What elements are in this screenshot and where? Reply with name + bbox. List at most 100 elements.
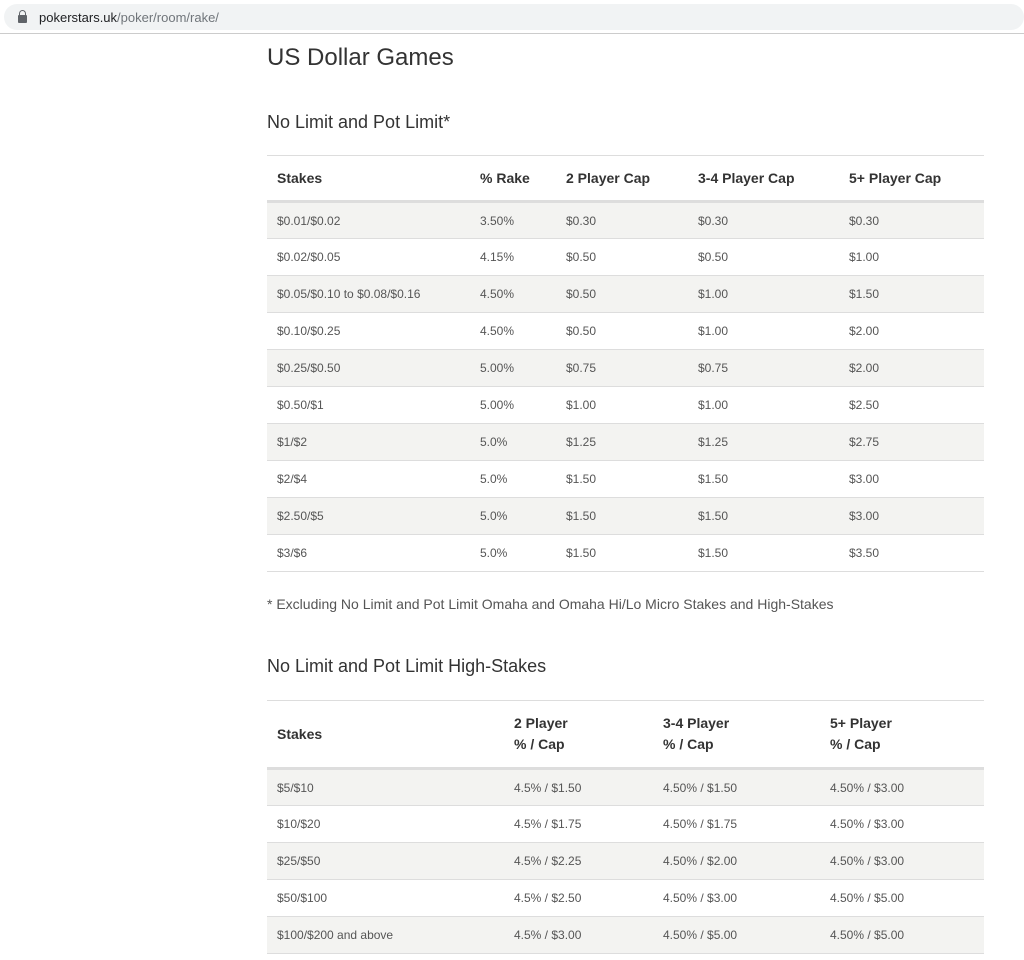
table-row: $0.25/$0.50 5.00% $0.75 $0.75 $2.00 [267,349,984,387]
column-header-line: % / Cap [663,736,714,752]
table-cell: $0.75 [688,349,839,387]
table-cell: $1.50 [839,275,984,313]
table-cell: 4.5% / $1.50 [504,768,653,806]
table-cell: 5.00% [470,349,556,387]
table-cell: $0.50 [556,312,688,350]
table-cell: 4.50% / $3.00 [820,768,984,806]
table-cell: $0.30 [688,201,839,239]
table-row: $25/$50 4.5% / $2.25 4.50% / $2.00 4.50% / … [267,842,984,880]
table-row: $0.05/$0.10 to $0.08/$0.16 4.50% $0.50 $1.0… [267,275,984,313]
column-header: 3-4 Player Cap [688,155,839,203]
table-cell: 4.50% / $3.00 [820,805,984,843]
table-cell: $10/$20 [267,805,504,843]
table-cell: 4.50% / $5.00 [820,879,984,917]
table-cell: 4.5% / $1.75 [504,805,653,843]
column-header: 3-4 Player % / Cap [653,700,820,770]
table-cell: $1.50 [688,534,839,572]
table-row: $100/$200 and above 4.5% / $3.00 4.50% / $… [267,916,984,954]
table-row: $0.50/$1 5.00% $1.00 $1.00 $2.50 [267,386,984,424]
table-cell: 5.0% [470,423,556,461]
table-cell: $2/$4 [267,460,470,498]
table-cell: 4.50% / $5.00 [820,916,984,954]
table-row: $50/$100 4.5% / $2.50 4.50% / $3.00 4.50% /… [267,879,984,917]
table-row: $1/$2 5.0% $1.25 $1.25 $2.75 [267,423,984,461]
table-cell: 4.50% / $1.75 [653,805,820,843]
table-cell: 5.0% [470,497,556,535]
table-cell: $0.30 [556,201,688,239]
table-cell: $0.50 [556,275,688,313]
table-row: $0.01/$0.02 3.50% $0.30 $0.30 $0.30 [267,201,984,239]
table-cell: $50/$100 [267,879,504,917]
table-cell: $0.02/$0.05 [267,238,470,276]
column-header: Stakes [267,700,504,770]
table-cell: $3.00 [839,460,984,498]
table-row: $0.02/$0.05 4.15% $0.50 $0.50 $1.00 [267,238,984,276]
table-row: $2.50/$5 5.0% $1.50 $1.50 $3.00 [267,497,984,535]
table-cell: 4.50% / $5.00 [653,916,820,954]
column-header: % Rake [470,155,556,203]
table-cell: $0.50 [688,238,839,276]
table-cell: $2.50 [839,386,984,424]
table-cell: 5.0% [470,534,556,572]
table-row: $10/$20 4.5% / $1.75 4.50% / $1.75 4.50% / … [267,805,984,843]
table-cell: 5.0% [470,460,556,498]
url-path: /poker/room/rake/ [117,9,219,25]
table-cell: $3.00 [839,497,984,535]
table-cell: 4.50% [470,312,556,350]
url-host: pokerstars.uk [39,9,118,25]
table-cell: $2.75 [839,423,984,461]
column-header: 2 Player Cap [556,155,688,203]
table-row: $0.10/$0.25 4.50% $0.50 $1.00 $2.00 [267,312,984,350]
lock-icon [18,9,27,23]
column-header-line: 3-4 Player [663,715,730,731]
table-cell: $0.10/$0.25 [267,312,470,350]
divider [0,33,1024,34]
table-cell: 4.50% / $3.00 [653,879,820,917]
table-cell: $0.50/$1 [267,386,470,424]
table-cell: 4.50% / $3.00 [820,842,984,880]
column-header-line: % / Cap [830,736,881,752]
table-cell: 4.15% [470,238,556,276]
table-cell: 4.50% / $2.00 [653,842,820,880]
table-cell: $0.30 [839,201,984,239]
column-header: 5+ Player % / Cap [820,700,984,770]
column-header-line: 2 Player [514,715,568,731]
table-row: $2/$4 5.0% $1.50 $1.50 $3.00 [267,460,984,498]
table-row: $3/$6 5.0% $1.50 $1.50 $3.50 [267,534,984,572]
table-cell: $0.25/$0.50 [267,349,470,387]
table2-title: No Limit and Pot Limit High-Stakes [267,656,547,676]
column-header: 5+ Player Cap [839,155,984,203]
page-title: US Dollar Games [267,44,454,71]
table-cell: $1.25 [688,423,839,461]
table-cell: $2.00 [839,349,984,387]
rake-table-standard: Stakes% Rake 2 Player Cap 3-4 Player Cap 5+… [267,155,984,572]
table-cell: $3.50 [839,534,984,572]
table-cell: 4.5% / $3.00 [504,916,653,954]
table-cell: $0.05/$0.10 to $0.08/$0.16 [267,275,470,313]
address-bar[interactable]: pokerstars.uk/poker/room/rake/ [4,4,1024,30]
table-cell: $1/$2 [267,423,470,461]
table-cell: 5.00% [470,386,556,424]
table-cell: 4.50% / $1.50 [653,768,820,806]
table-cell: $1.50 [688,460,839,498]
table-cell: $1.00 [839,238,984,276]
table-row: $5/$10 4.5% / $1.50 4.50% / $1.50 4.50% / $… [267,768,984,806]
table1-title: No Limit and Pot Limit* [267,112,451,132]
table-cell: 3.50% [470,201,556,239]
column-header: 2 Player % / Cap [504,700,653,770]
table-cell: $25/$50 [267,842,504,880]
table-cell: $0.75 [556,349,688,387]
table-cell: 4.50% [470,275,556,313]
table-cell: $0.01/$0.02 [267,201,470,239]
table-cell: $100/$200 and above [267,916,504,954]
column-header-line: Stakes [277,725,323,742]
table-cell: $2.00 [839,312,984,350]
table-cell: $1.00 [688,386,839,424]
table-cell: $1.00 [688,275,839,313]
table-cell: $0.50 [556,238,688,276]
table-cell: $1.00 [688,312,839,350]
table-cell: $5/$10 [267,768,504,806]
table-cell: $1.50 [688,497,839,535]
table-cell: $1.50 [556,534,688,572]
column-header: Stakes [267,155,470,203]
